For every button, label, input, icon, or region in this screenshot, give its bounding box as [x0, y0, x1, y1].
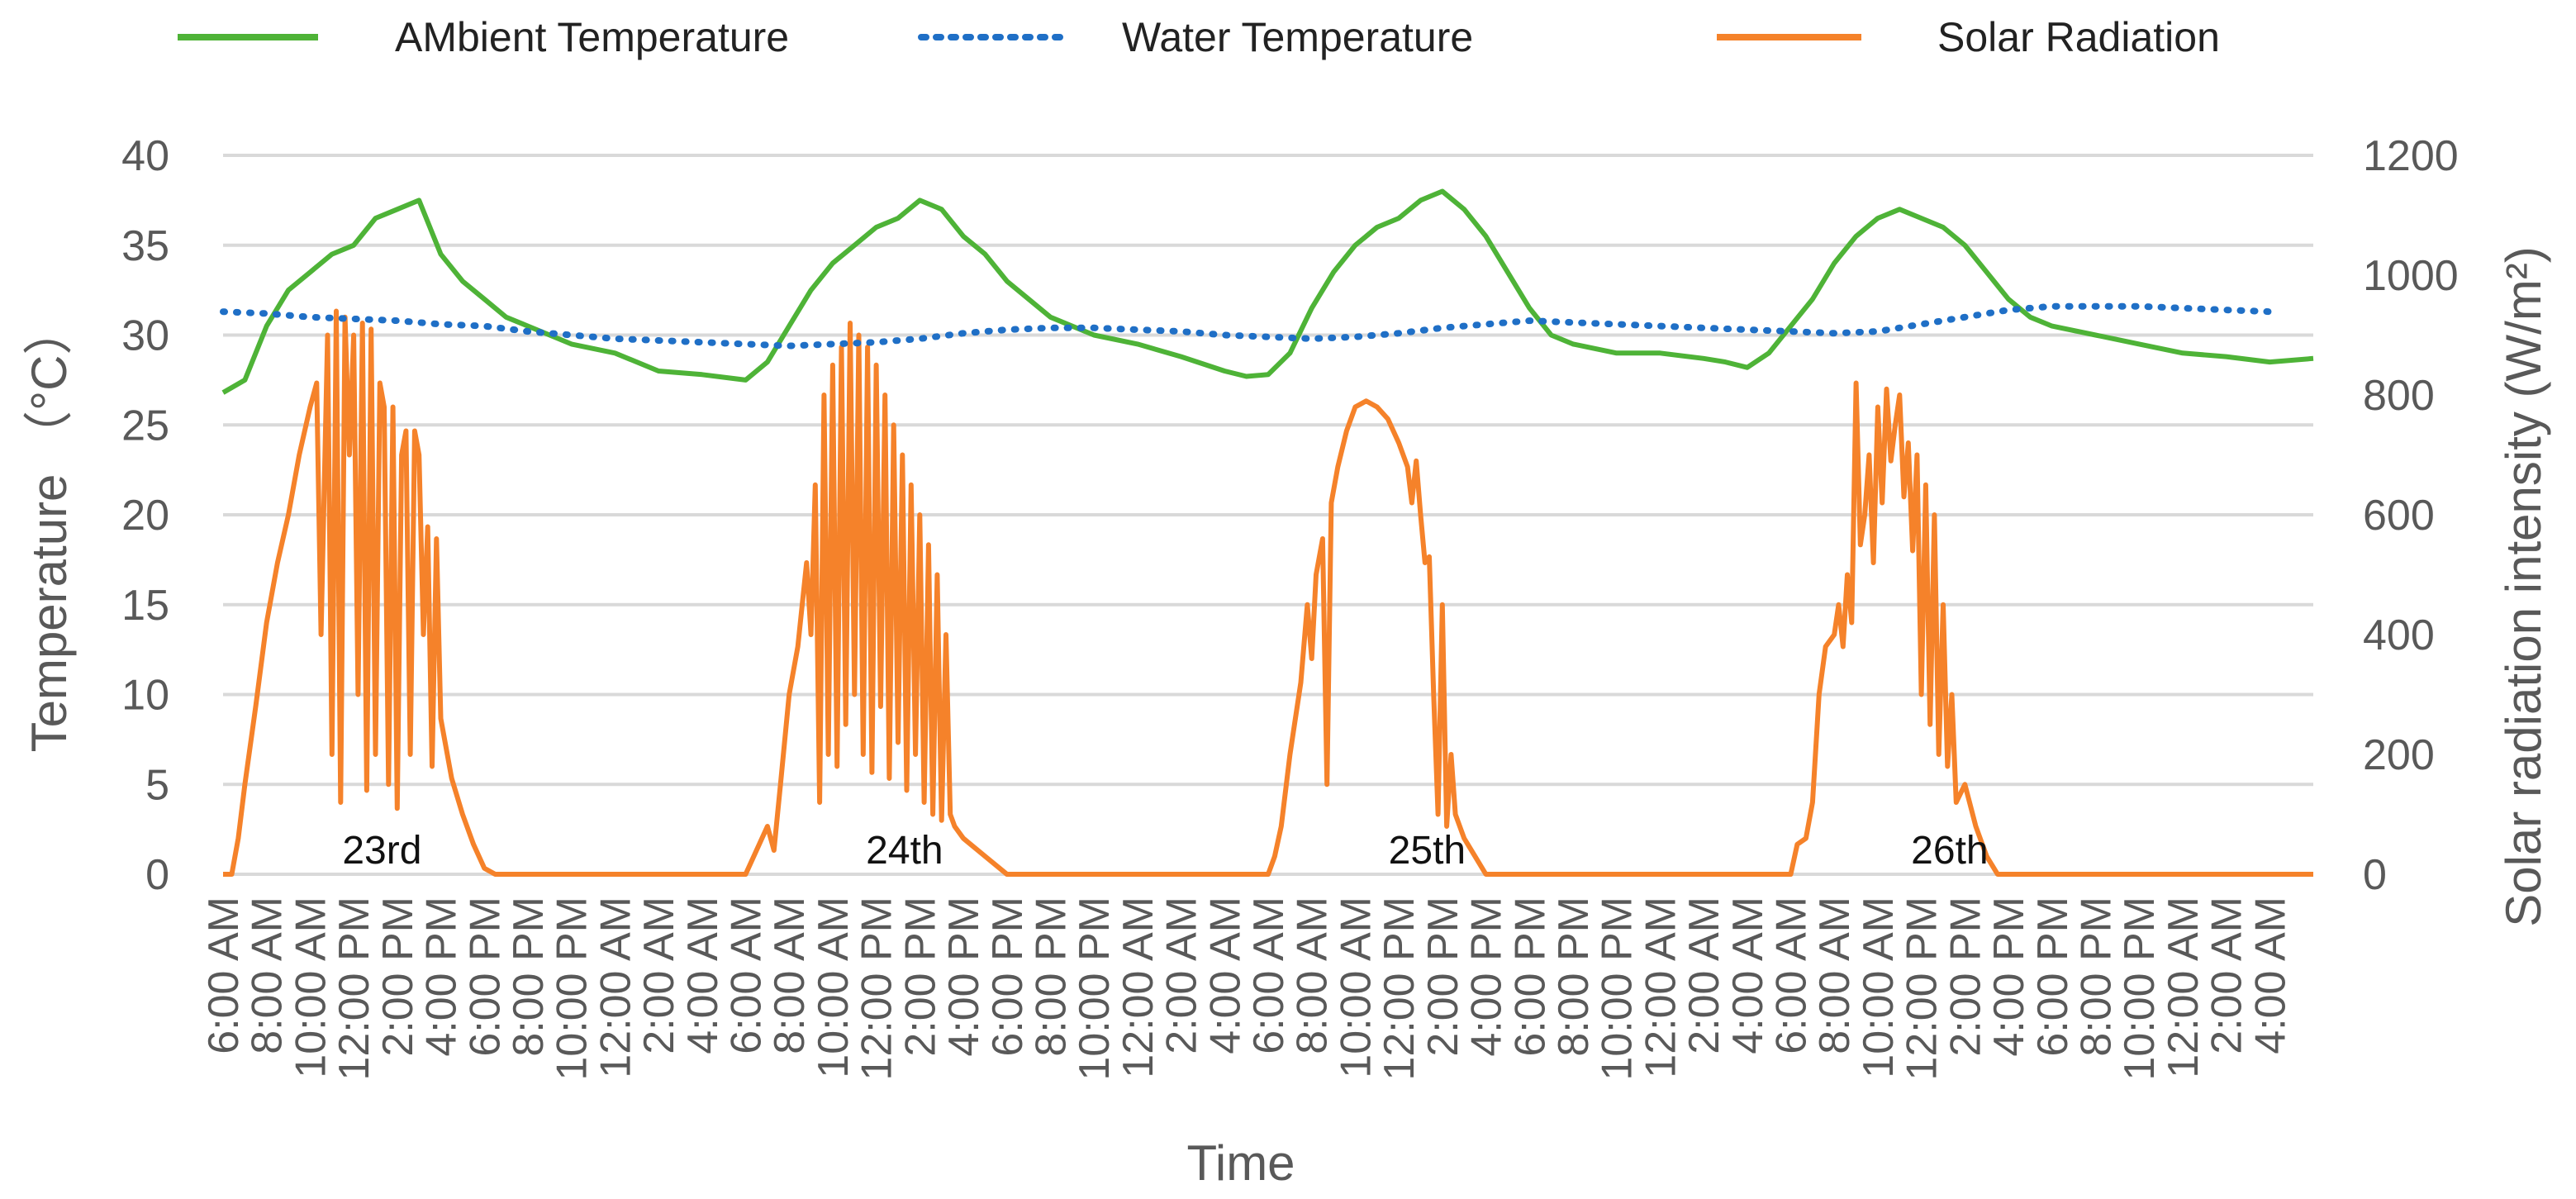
x-tick-label: 2:00 AM: [1680, 897, 1728, 1054]
legend-label-water: Water Temperature: [1122, 14, 1473, 60]
x-tick-label: 4:00 PM: [1463, 897, 1511, 1057]
x-tick-label: 4:00 AM: [1724, 897, 1772, 1054]
x-tick-label: 6:00 AM: [1768, 897, 1816, 1054]
x-tick-label: 6:00 PM: [2029, 897, 2077, 1057]
y2-tick-label: 1200: [2363, 132, 2459, 180]
legend: AMbient Temperature Water Temperature So…: [178, 14, 2220, 60]
x-tick-label: 6:00 AM: [1245, 897, 1293, 1054]
x-tick-label: 8:00 AM: [1289, 897, 1337, 1054]
x-tick-label: 10:00 AM: [1332, 897, 1380, 1078]
day-label: 23rd: [342, 829, 421, 873]
x-tick-label: 6:00 PM: [461, 897, 509, 1057]
series-water-temperatureline: [220, 302, 2274, 350]
x-tick-label: 10:00 PM: [1071, 897, 1119, 1081]
y-tick-label: 30: [121, 312, 169, 360]
y2-tick-label: 600: [2363, 492, 2435, 540]
x-tick-label: 10:00 PM: [1594, 897, 1642, 1081]
x-tick-label: 2:00 AM: [635, 897, 683, 1054]
x-tick-label: 10:00 PM: [549, 897, 596, 1081]
legend-label-solar: Solar Radiation: [1937, 14, 2220, 60]
x-tick-label: 12:00 AM: [1637, 897, 1685, 1078]
y2-axis-title: Solar radiation intensity (W/m²): [2496, 246, 2551, 927]
y-tick-label: 35: [121, 222, 169, 270]
y-tick-label: 15: [121, 582, 169, 630]
x-tick-label: 4:00 AM: [1201, 897, 1249, 1054]
day-label: 26th: [1911, 829, 1988, 873]
x-tick-label: 6:00 AM: [200, 897, 248, 1054]
x-tick-label: 2:00 PM: [896, 897, 944, 1057]
y2-tick-label: 800: [2363, 372, 2435, 420]
x-tick-label: 12:00 PM: [1376, 897, 1423, 1081]
x-tick-label: 2:00 PM: [374, 897, 422, 1057]
series-layer: [220, 188, 2314, 877]
day-label: 25th: [1389, 829, 1466, 873]
x-tick-label: 4:00 AM: [679, 897, 727, 1054]
legend-label-ambient: AMbient Temperature: [395, 14, 789, 60]
y-tick-label: 25: [121, 402, 169, 450]
y-tick-label: 0: [145, 851, 169, 899]
x-tick-label: 8:00 PM: [1550, 897, 1598, 1057]
y-axis-right-ticks: 0 200 400 600 800 1000 1200: [2363, 132, 2459, 899]
gridlines: [223, 154, 2313, 876]
y-tick-label: 20: [121, 492, 169, 540]
x-tick-label: 12:00 AM: [1115, 897, 1162, 1078]
x-tick-label: 4:00 PM: [940, 897, 988, 1057]
x-tick-label: 10:00 AM: [1855, 897, 1903, 1078]
y-axis-title: Temperature （°C）: [21, 306, 77, 753]
day-labels: 23rd 24th 25th 26th: [342, 829, 1988, 873]
x-tick-label: 4:00 PM: [1985, 897, 2033, 1057]
x-tick-label: 8:00 PM: [1027, 897, 1075, 1057]
x-tick-label: 12:00 AM: [2160, 897, 2208, 1078]
y-axis-left-ticks: 0 5 10 15 20 25 30 35 40: [121, 132, 169, 899]
x-tick-label: 6:00 PM: [984, 897, 1032, 1057]
x-tick-label: 2:00 PM: [1942, 897, 1989, 1057]
x-tick-label: 2:00 AM: [1158, 897, 1206, 1054]
y2-tick-label: 200: [2363, 731, 2435, 779]
x-tick-label: 10:00 AM: [287, 897, 335, 1078]
x-tick-label: 8:00 AM: [244, 897, 292, 1054]
x-tick-label: 8:00 AM: [1811, 897, 1859, 1054]
series-ambient-temperatureline: [221, 188, 2314, 395]
x-tick-label: 10:00 PM: [2116, 897, 2164, 1081]
x-tick-label: 4:00 PM: [418, 897, 466, 1057]
x-tick-label: 12:00 PM: [330, 897, 378, 1081]
x-tick-label: 6:00 PM: [1506, 897, 1554, 1057]
x-tick-label: 6:00 AM: [723, 897, 771, 1054]
x-tick-label: 12:00 PM: [853, 897, 901, 1081]
series-solar-radiationline: [223, 308, 2313, 877]
x-tick-label: 2:00 AM: [2203, 897, 2251, 1054]
y-tick-label: 40: [121, 132, 169, 180]
x-tick-label: 10:00 AM: [810, 897, 858, 1078]
x-tick-label: 12:00 AM: [592, 897, 639, 1078]
x-axis-title: Time: [1186, 1135, 1295, 1191]
x-tick-label: 4:00 AM: [2246, 897, 2294, 1054]
y-tick-label: 10: [121, 672, 169, 720]
x-tick-label: 2:00 PM: [1419, 897, 1467, 1057]
y2-tick-label: 1000: [2363, 252, 2459, 300]
y-tick-label: 5: [145, 761, 169, 809]
day-label: 24th: [866, 829, 943, 873]
x-tick-label: 8:00 PM: [505, 897, 553, 1057]
y2-tick-label: 0: [2363, 851, 2387, 899]
x-tick-label: 8:00 PM: [2072, 897, 2120, 1057]
y2-tick-label: 400: [2363, 611, 2435, 659]
x-tick-label: 8:00 AM: [766, 897, 814, 1054]
x-tick-label: 12:00 PM: [1899, 897, 1946, 1081]
